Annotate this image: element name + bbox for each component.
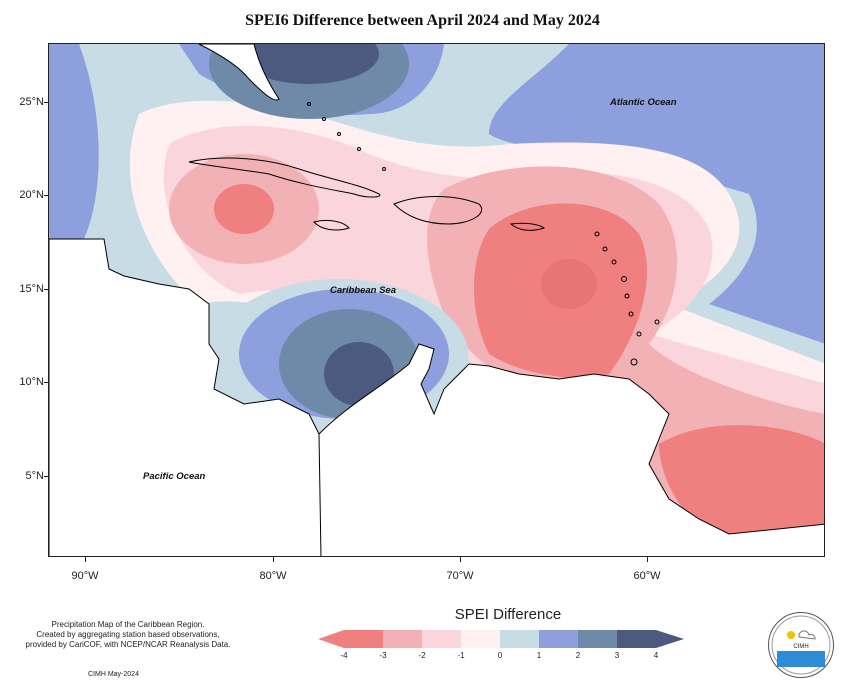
legend-tick-3: 3 <box>614 651 620 660</box>
land-hispaniola <box>393 196 482 225</box>
legend-tick-1: 1 <box>536 651 542 660</box>
label-pacific-ocean: Pacific Ocean <box>143 471 206 482</box>
legend-title: SPEI Difference <box>454 606 562 623</box>
legend-tick-2: 2 <box>575 651 581 660</box>
land-group <box>49 44 824 556</box>
footer-note-line3: provided by CariCOF, with NCEP/NCAR Rean… <box>25 640 231 649</box>
lat-label-15n: 15°N <box>19 283 44 295</box>
lon-tick <box>85 557 86 562</box>
island <box>628 311 634 317</box>
cimh-logo: CIMH <box>768 612 834 678</box>
lat-label-5n: 5°N <box>25 470 44 482</box>
lat-tick <box>44 195 48 196</box>
footer-note-line2: Created by aggregating station based obs… <box>36 630 220 639</box>
lat-tick <box>44 476 48 477</box>
lon-label-90w: 90°W <box>71 570 99 582</box>
lat-label-10n: 10°N <box>19 376 44 388</box>
legend-swatch-m2 <box>422 630 461 648</box>
legend-tick-4: 4 <box>653 651 659 660</box>
field-core-class-m4-west <box>214 184 274 234</box>
island <box>307 102 311 106</box>
island <box>357 147 361 151</box>
field-core-class-m4-guianas <box>659 425 824 534</box>
lon-tick <box>460 557 461 562</box>
island <box>337 132 341 136</box>
legend-tick-m1: -1 <box>457 651 465 660</box>
field-peak-east <box>541 259 597 309</box>
land-jamaica <box>313 219 350 231</box>
island <box>630 358 638 366</box>
lon-label-60w: 60°W <box>633 570 661 582</box>
island <box>382 167 386 171</box>
island <box>594 231 600 237</box>
island <box>322 117 326 121</box>
island <box>621 276 627 282</box>
footer-note-line1: Precipitation Map of the Caribbean Regio… <box>51 620 205 629</box>
lon-label-70w: 70°W <box>446 570 474 582</box>
legend-tick-m4: -4 <box>340 651 348 660</box>
island <box>602 246 608 252</box>
legend-tick-m2: -2 <box>418 651 426 660</box>
legend-colorbar <box>318 630 684 648</box>
legend-arrow-high <box>656 630 684 648</box>
footer-note: Precipitation Map of the Caribbean Regio… <box>8 620 248 650</box>
legend-swatch-1 <box>539 630 578 648</box>
field-lobe-class-3-north <box>239 44 379 84</box>
lat-tick <box>44 382 48 383</box>
spei-field-svg <box>49 44 824 556</box>
sun-icon <box>787 631 795 639</box>
label-caribbean-sea: Caribbean Sea <box>330 285 396 296</box>
label-atlantic-ocean: Atlantic Ocean <box>610 97 677 108</box>
footer-credit: CIMH May-2024 <box>88 671 139 678</box>
island <box>654 319 660 325</box>
legend-swatch-2 <box>578 630 617 648</box>
legend-tick-0: 0 <box>497 651 503 660</box>
logo-ring <box>771 615 831 675</box>
land-puerto-rico <box>509 222 546 231</box>
lat-tick <box>44 289 48 290</box>
land-florida <box>198 44 280 101</box>
island <box>611 259 617 265</box>
legend-arrow-low <box>318 630 344 648</box>
cloud-icon <box>798 630 816 640</box>
legend-tick-m3: -3 <box>379 651 387 660</box>
land-south-america <box>318 343 824 556</box>
island <box>624 293 630 299</box>
legend-swatch-m3 <box>383 630 422 648</box>
lat-label-20n: 20°N <box>19 189 44 201</box>
map-panel <box>48 43 825 557</box>
logo-text: CIMH <box>793 644 808 650</box>
legend-swatch-0 <box>500 630 539 648</box>
island <box>636 331 642 337</box>
legend-swatch-m1 <box>461 630 500 648</box>
lon-tick <box>647 557 648 562</box>
land-lesser-antilles <box>307 102 660 366</box>
lat-tick <box>44 102 48 103</box>
water-icon <box>777 651 825 667</box>
legend-swatch-m4 <box>344 630 383 648</box>
legend-swatch-3 <box>617 630 656 648</box>
land-cuba <box>188 157 381 198</box>
cimh-logo-graphic: CIMH <box>771 615 831 675</box>
lat-label-25n: 25°N <box>19 96 44 108</box>
map-title: SPEI6 Difference between April 2024 and … <box>245 12 600 29</box>
lon-label-80w: 80°W <box>259 570 287 582</box>
lon-tick <box>273 557 274 562</box>
